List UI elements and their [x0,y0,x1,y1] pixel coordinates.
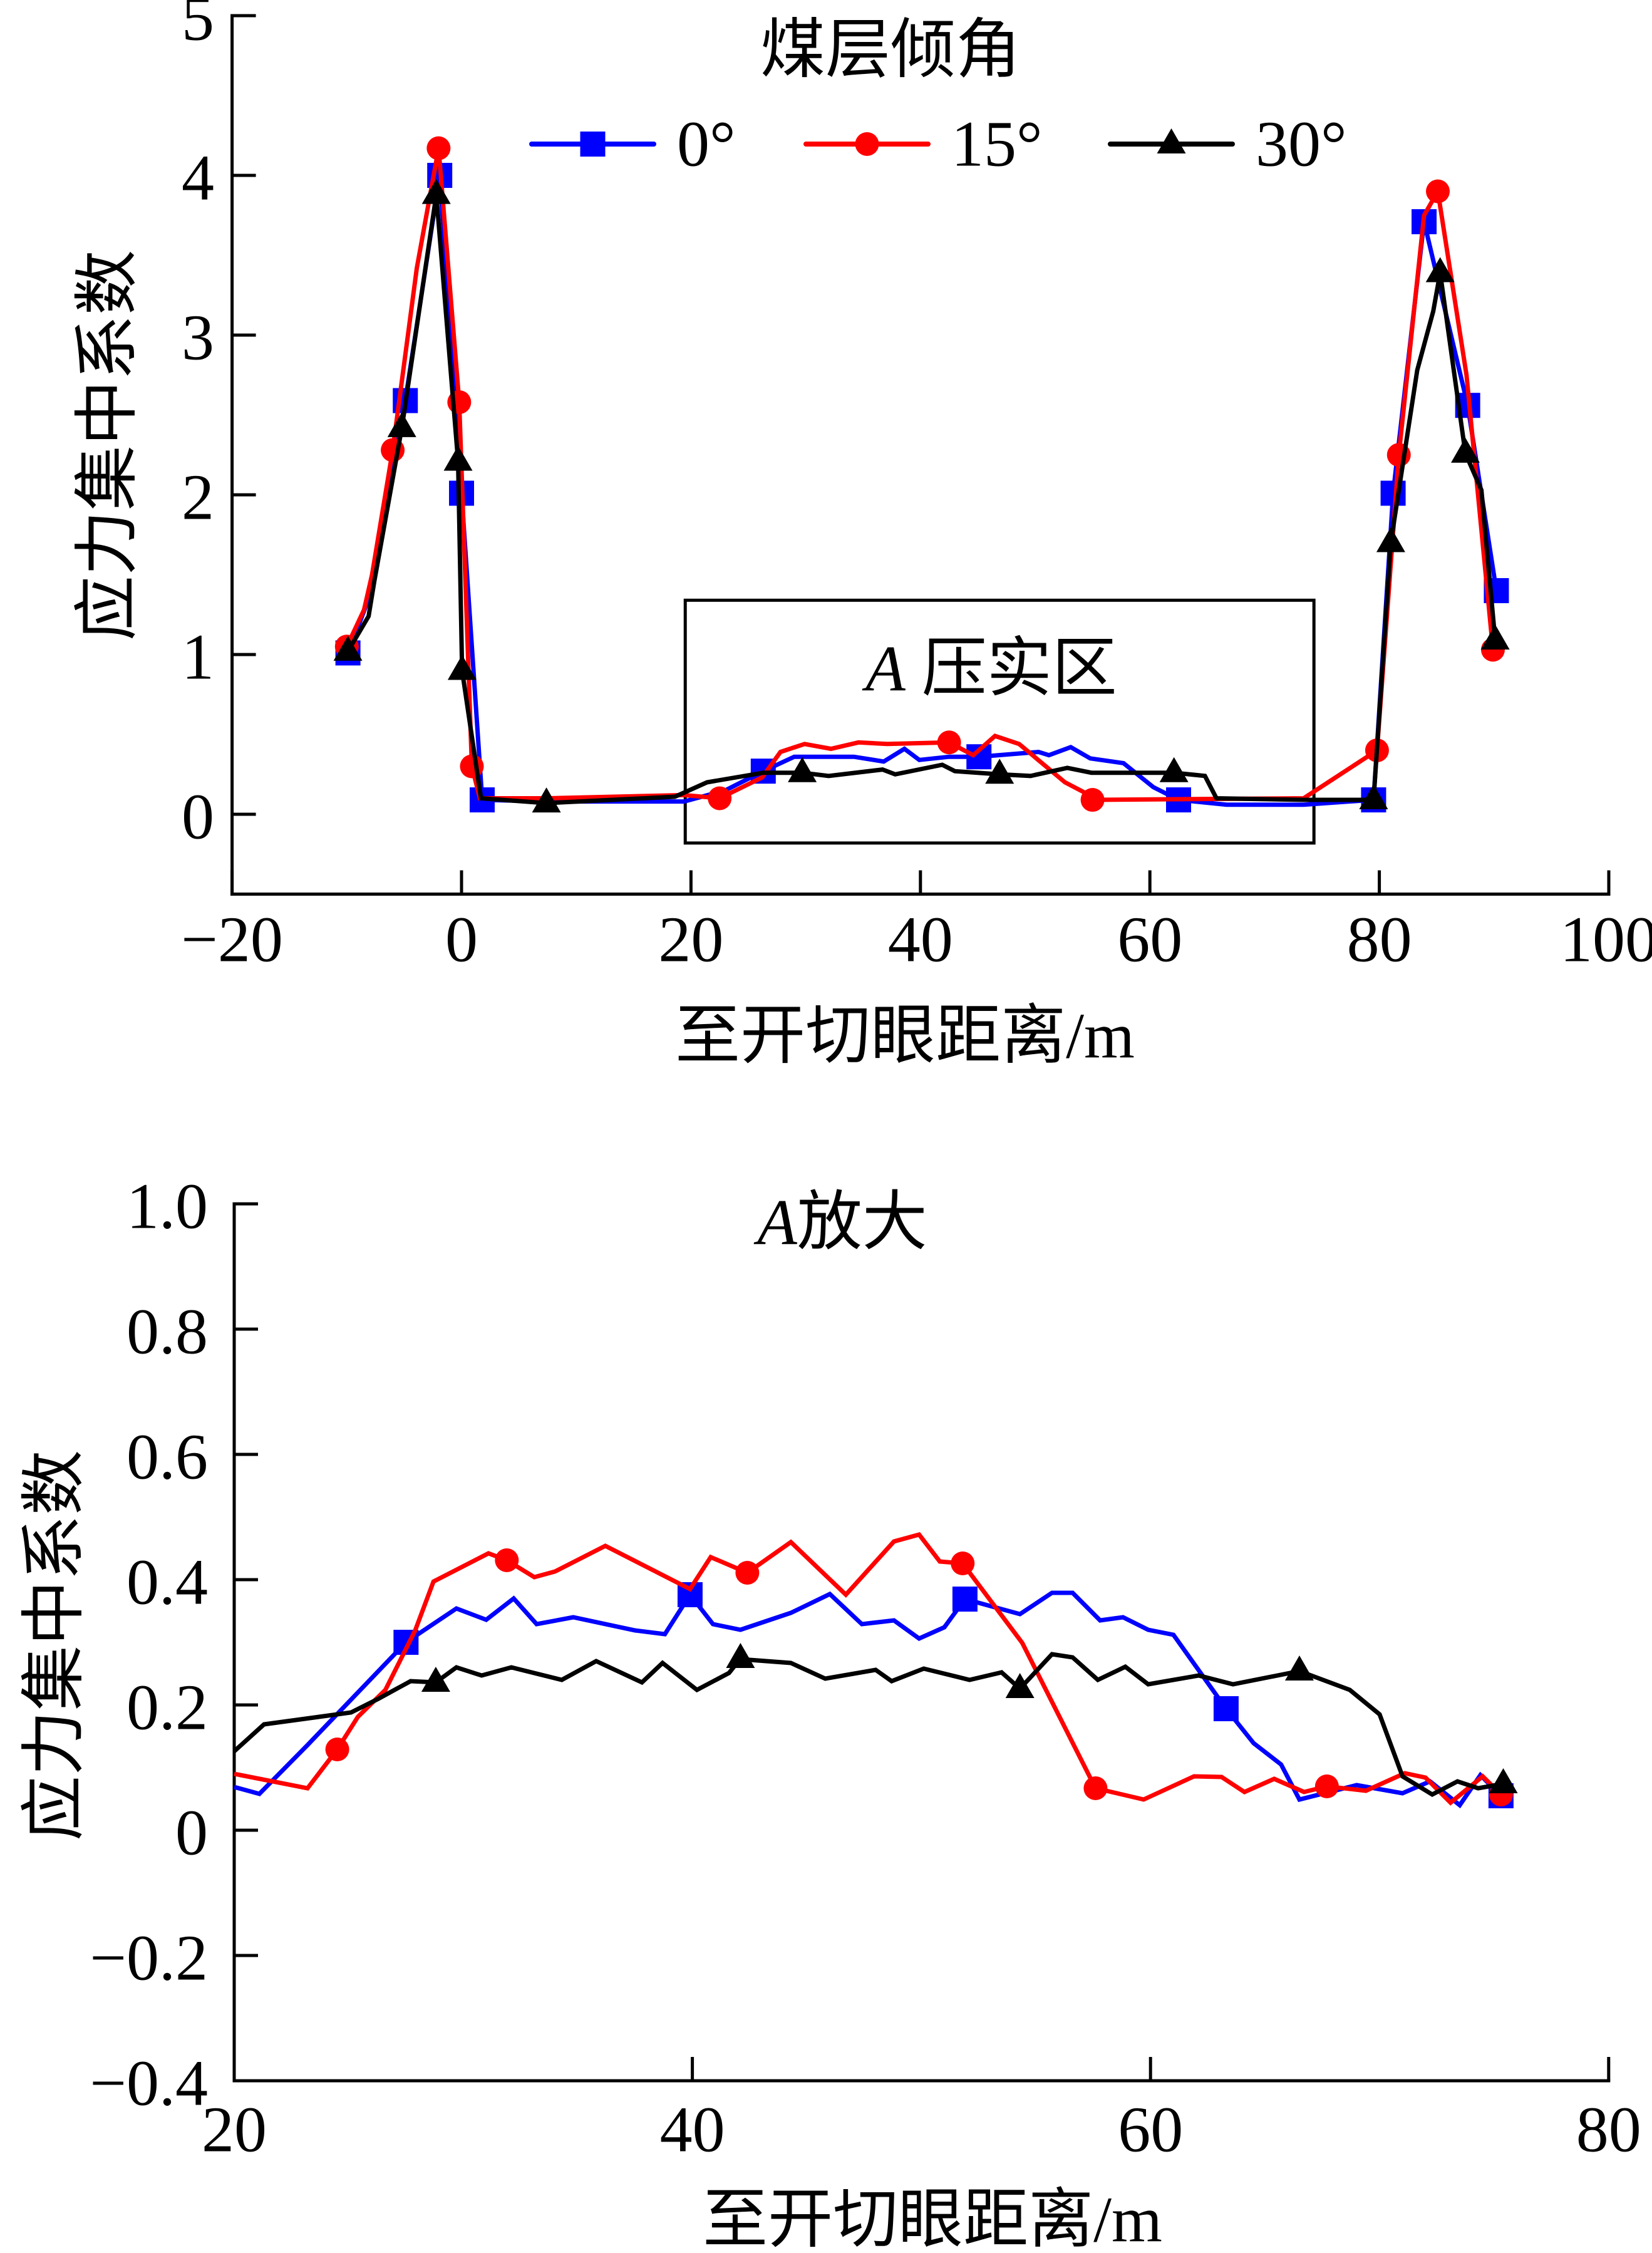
data-point-marker [1159,757,1189,782]
data-point-marker [726,1643,755,1668]
x-axis-title: 至开切眼距离/m [675,1000,1135,1072]
data-point-marker [985,759,1014,784]
legend-item-0: 0° [529,108,736,180]
y-tick-label: 5 [182,0,214,54]
data-point-marker [937,730,961,755]
data-point-marker [708,786,732,811]
data-point-marker [333,635,363,661]
data-point-marker [325,1738,349,1761]
chart-title-text: 放大 [797,1186,927,1258]
data-point-marker [421,179,451,204]
y-tick-label: 3 [182,302,214,374]
region-a-box [683,598,1316,845]
data-point-marker [1480,624,1510,650]
legend-marker-icon [855,132,879,156]
y-axis-title: 应力集中系数 [19,1450,91,1841]
x-tick-label: 20 [658,904,723,976]
legend-item-1: 15° [803,108,1043,180]
series-0 [234,1582,1514,1809]
x-tick-label: 40 [888,904,953,976]
x-tick-label: 20 [202,2094,267,2166]
y-tick-label: 2 [182,462,214,534]
y-tick-label: 0 [182,781,214,853]
series-2 [232,1643,1518,1798]
series-line-0 [346,175,1499,807]
x-tick-label: 0 [445,904,478,976]
bottom-chart: A放大 应力集中系数 至开切眼距离/m −0.4 −0.2 0 0.2 0.4 0.6 0.… [19,1171,1641,2253]
data-point-marker [1284,1655,1314,1681]
data-point-marker [788,757,817,782]
region-label: A 压实区 [862,633,1117,705]
series-1 [334,136,1505,812]
legend-marker-icon [580,132,606,157]
legend-item-2: 30° [1108,108,1347,180]
data-point-marker [1213,1696,1239,1721]
series-0 [335,163,1509,813]
data-point-marker [1489,1768,1518,1793]
top-chart: 煤层倾角 应力集中系数 至开切眼距离/m A 压实区 0 1 2 3 4 5 −20 0 20 40… [72,0,1652,1072]
data-point-marker [735,1561,760,1585]
chart-title-italic: A [753,1186,797,1258]
data-point-marker [1425,257,1455,282]
legend-label: 0° [677,108,736,180]
x-tick-label: 40 [660,2094,725,2166]
data-point-marker [532,787,561,813]
y-axis-title: 应力集中系数 [72,250,144,641]
y-tick-label: 4 [182,142,214,214]
y-tick-label: 0.8 [126,1296,208,1368]
legend-label: 30° [1256,108,1347,180]
y-tick-label: 1 [182,621,214,693]
data-point-marker [1451,437,1480,463]
y-tick-label: 0.6 [126,1421,208,1493]
data-point-marker [460,754,484,779]
data-point-marker [426,136,451,160]
data-point-marker [1314,1774,1339,1798]
data-point-marker [421,1667,450,1692]
x-tick-label: 80 [1576,2094,1641,2166]
data-point-marker [447,655,477,680]
y-tick-label: 0.4 [126,1546,208,1619]
series-line-1 [234,1532,1503,1806]
chart-title: A放大 [753,1186,927,1258]
legend-marker-icon [1157,128,1186,153]
region-label-italic: A [862,633,906,705]
data-point-marker [387,412,416,437]
data-point-marker [495,1548,519,1572]
legend-title: 煤层倾角 [760,14,1021,86]
series-2 [333,179,1510,813]
series-line-0 [234,1590,1503,1809]
data-point-marker [951,1551,975,1575]
data-point-marker [443,445,473,471]
data-point-marker [1359,784,1388,810]
x-tick-label: −20 [181,904,283,976]
series-line-2 [346,194,1498,805]
data-point-marker [1005,1673,1035,1698]
x-tick-label: 80 [1347,904,1412,976]
data-point-marker [1083,1776,1108,1800]
y-tick-label: −0.2 [90,1922,208,1994]
series-line-2 [232,1652,1504,1798]
series-1 [234,1532,1513,1806]
data-point-marker [1376,527,1405,552]
y-tick-label: −0.4 [90,2048,208,2120]
region-label-text: 压实区 [922,633,1117,705]
y-tick-label: 0.2 [126,1672,208,1744]
x-axis-title: 至开切眼距离/m [703,2184,1162,2253]
x-tick-label: 60 [1118,2094,1183,2166]
legend-label: 15° [951,108,1043,180]
data-point-marker [1080,788,1105,812]
data-point-marker [952,1587,978,1612]
data-point-marker [1426,179,1450,204]
x-tick-label: 60 [1117,904,1182,976]
series-line-1 [344,148,1495,802]
y-tick-label: 0 [175,1797,208,1869]
legend: 0° 15° 30° [529,108,1347,180]
y-tick-label: 1.0 [126,1171,208,1243]
x-tick-label: 100 [1560,904,1652,976]
